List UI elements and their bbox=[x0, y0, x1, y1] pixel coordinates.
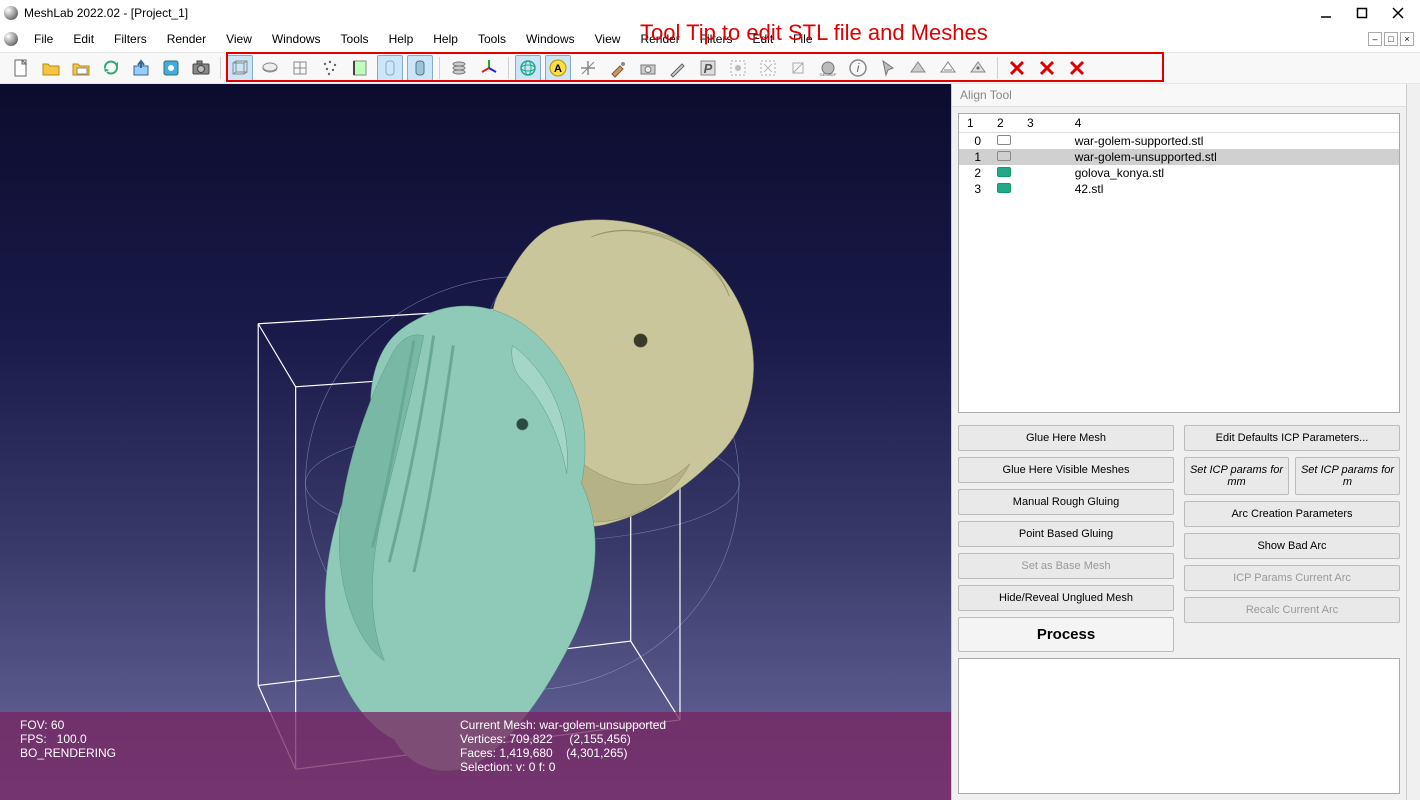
status-strip: FOV: 60 FPS: 100.0 BO_RENDERING Current … bbox=[0, 712, 951, 800]
align-tool-panel: Align Tool 1234 0war-golem-supported.stl… bbox=[951, 84, 1406, 800]
reload-icon[interactable] bbox=[98, 55, 124, 81]
wireframe-icon[interactable] bbox=[287, 55, 313, 81]
trackball-icon[interactable] bbox=[515, 55, 541, 81]
window-title: MeshLab 2022.02 - [Project_1] bbox=[24, 6, 188, 20]
menu-view[interactable]: View bbox=[585, 29, 631, 49]
mdi-max-icon[interactable]: □ bbox=[1384, 32, 1398, 46]
minimize-button[interactable] bbox=[1308, 0, 1344, 26]
x3-icon[interactable] bbox=[1064, 55, 1090, 81]
layers-icon[interactable] bbox=[446, 55, 472, 81]
menu-windows[interactable]: Windows bbox=[516, 29, 585, 49]
menu-edit[interactable]: Edit bbox=[63, 29, 104, 49]
app-logo-icon bbox=[4, 6, 18, 20]
col-2[interactable]: 2 bbox=[989, 114, 1019, 133]
right-dock-strip bbox=[1406, 84, 1420, 800]
menu-help[interactable]: Help bbox=[423, 29, 468, 49]
mdi-close-icon[interactable]: × bbox=[1400, 32, 1414, 46]
visibility-icon[interactable] bbox=[997, 167, 1011, 177]
annotation-text: Tool Tip to edit STL file and Meshes bbox=[640, 20, 988, 46]
x2-icon[interactable] bbox=[1034, 55, 1060, 81]
mesh-row[interactable]: 2golova_konya.stl bbox=[959, 165, 1399, 181]
new-project-icon[interactable] bbox=[8, 55, 34, 81]
menu-tools[interactable]: Tools bbox=[331, 29, 379, 49]
menu-windows[interactable]: Windows bbox=[262, 29, 331, 49]
edit-defaults-button[interactable]: Edit Defaults ICP Parameters... bbox=[1184, 425, 1400, 451]
point-based-button[interactable]: Point Based Gluing bbox=[958, 521, 1174, 547]
status-left: FOV: 60 FPS: 100.0 BO_RENDERING bbox=[0, 712, 440, 800]
menu-render[interactable]: Render bbox=[157, 29, 216, 49]
points-icon[interactable] bbox=[257, 55, 283, 81]
glue-visible-button[interactable]: Glue Here Visible Meshes bbox=[958, 457, 1174, 483]
set-base-button: Set as Base Mesh bbox=[958, 553, 1174, 579]
status-right: Current Mesh: war-golem-unsupported Vert… bbox=[440, 712, 686, 800]
align-log bbox=[958, 658, 1400, 794]
col-3[interactable]: 3 bbox=[1019, 114, 1067, 133]
camera-icon[interactable] bbox=[188, 55, 214, 81]
menu-tools[interactable]: Tools bbox=[468, 29, 516, 49]
manual-rough-button[interactable]: Manual Rough Gluing bbox=[958, 489, 1174, 515]
scene-svg bbox=[0, 84, 951, 800]
icp-m-button[interactable]: Set ICP params for m bbox=[1295, 457, 1400, 495]
workspace: FOV: 60 FPS: 100.0 BO_RENDERING Current … bbox=[0, 84, 1420, 800]
mesh-row[interactable]: 342.stl bbox=[959, 181, 1399, 197]
scalpel-icon[interactable] bbox=[665, 55, 691, 81]
show-bad-button[interactable]: Show Bad Arc bbox=[1184, 533, 1400, 559]
paint-icon[interactable] bbox=[635, 55, 661, 81]
close-button[interactable] bbox=[1380, 0, 1416, 26]
arc-create-button[interactable]: Arc Creation Parameters bbox=[1184, 501, 1400, 527]
menu-help[interactable]: Help bbox=[379, 29, 424, 49]
sel2-icon[interactable] bbox=[755, 55, 781, 81]
yz-icon[interactable] bbox=[575, 55, 601, 81]
x1-icon[interactable] bbox=[1004, 55, 1030, 81]
import-mesh-icon[interactable] bbox=[68, 55, 94, 81]
col-1[interactable]: 1 bbox=[959, 114, 989, 133]
p-icon[interactable] bbox=[695, 55, 721, 81]
quad3-icon[interactable] bbox=[965, 55, 991, 81]
georef-icon[interactable] bbox=[815, 55, 841, 81]
smooth-icon[interactable] bbox=[407, 55, 433, 81]
axes-icon[interactable] bbox=[476, 55, 502, 81]
export-icon[interactable] bbox=[128, 55, 154, 81]
align-buttons: Glue Here Mesh Glue Here Visible Meshes Ma… bbox=[952, 419, 1406, 658]
snapshot-icon[interactable] bbox=[158, 55, 184, 81]
open-project-icon[interactable] bbox=[38, 55, 64, 81]
pick-icon[interactable] bbox=[875, 55, 901, 81]
main-toolbar bbox=[0, 52, 1420, 84]
panel-title: Align Tool bbox=[952, 84, 1406, 107]
mesh-row[interactable]: 1war-golem-unsupported.stl bbox=[959, 149, 1399, 165]
icp-current-button: ICP Params Current Arc bbox=[1184, 565, 1400, 591]
viewport-3d[interactable]: FOV: 60 FPS: 100.0 BO_RENDERING Current … bbox=[0, 84, 951, 800]
hiddenline-icon[interactable] bbox=[317, 55, 343, 81]
quad2-icon[interactable] bbox=[935, 55, 961, 81]
maximize-button[interactable] bbox=[1344, 0, 1380, 26]
flatline-icon[interactable] bbox=[347, 55, 373, 81]
mdi-min-icon[interactable]: – bbox=[1368, 32, 1382, 46]
icp-mm-button[interactable]: Set ICP params for mm bbox=[1184, 457, 1289, 495]
horse-mesh bbox=[325, 306, 595, 771]
mesh-list-table[interactable]: 1234 0war-golem-supported.stl1war-golem-… bbox=[958, 113, 1400, 413]
visibility-icon[interactable] bbox=[997, 183, 1011, 193]
visibility-icon[interactable] bbox=[997, 151, 1011, 161]
mdi-controls: – □ × bbox=[1368, 32, 1418, 46]
info-icon[interactable] bbox=[845, 55, 871, 81]
measure-icon[interactable] bbox=[605, 55, 631, 81]
menu-view[interactable]: View bbox=[216, 29, 262, 49]
col-4[interactable]: 4 bbox=[1067, 114, 1399, 133]
mesh-row[interactable]: 0war-golem-supported.stl bbox=[959, 133, 1399, 150]
doc-logo-icon bbox=[4, 32, 18, 46]
align-icon[interactable] bbox=[545, 55, 571, 81]
sel3-icon[interactable] bbox=[785, 55, 811, 81]
menu-file[interactable]: File bbox=[24, 29, 63, 49]
flat-icon[interactable] bbox=[377, 55, 403, 81]
quad1-icon[interactable] bbox=[905, 55, 931, 81]
recalc-button: Recalc Current Arc bbox=[1184, 597, 1400, 623]
visibility-icon[interactable] bbox=[997, 135, 1011, 145]
glue-here-button[interactable]: Glue Here Mesh bbox=[958, 425, 1174, 451]
sel1-icon[interactable] bbox=[725, 55, 751, 81]
hide-reveal-button[interactable]: Hide/Reveal Unglued Mesh bbox=[958, 585, 1174, 611]
process-button[interactable]: Process bbox=[958, 617, 1174, 652]
menu-filters[interactable]: Filters bbox=[104, 29, 157, 49]
bbox-icon[interactable] bbox=[227, 55, 253, 81]
